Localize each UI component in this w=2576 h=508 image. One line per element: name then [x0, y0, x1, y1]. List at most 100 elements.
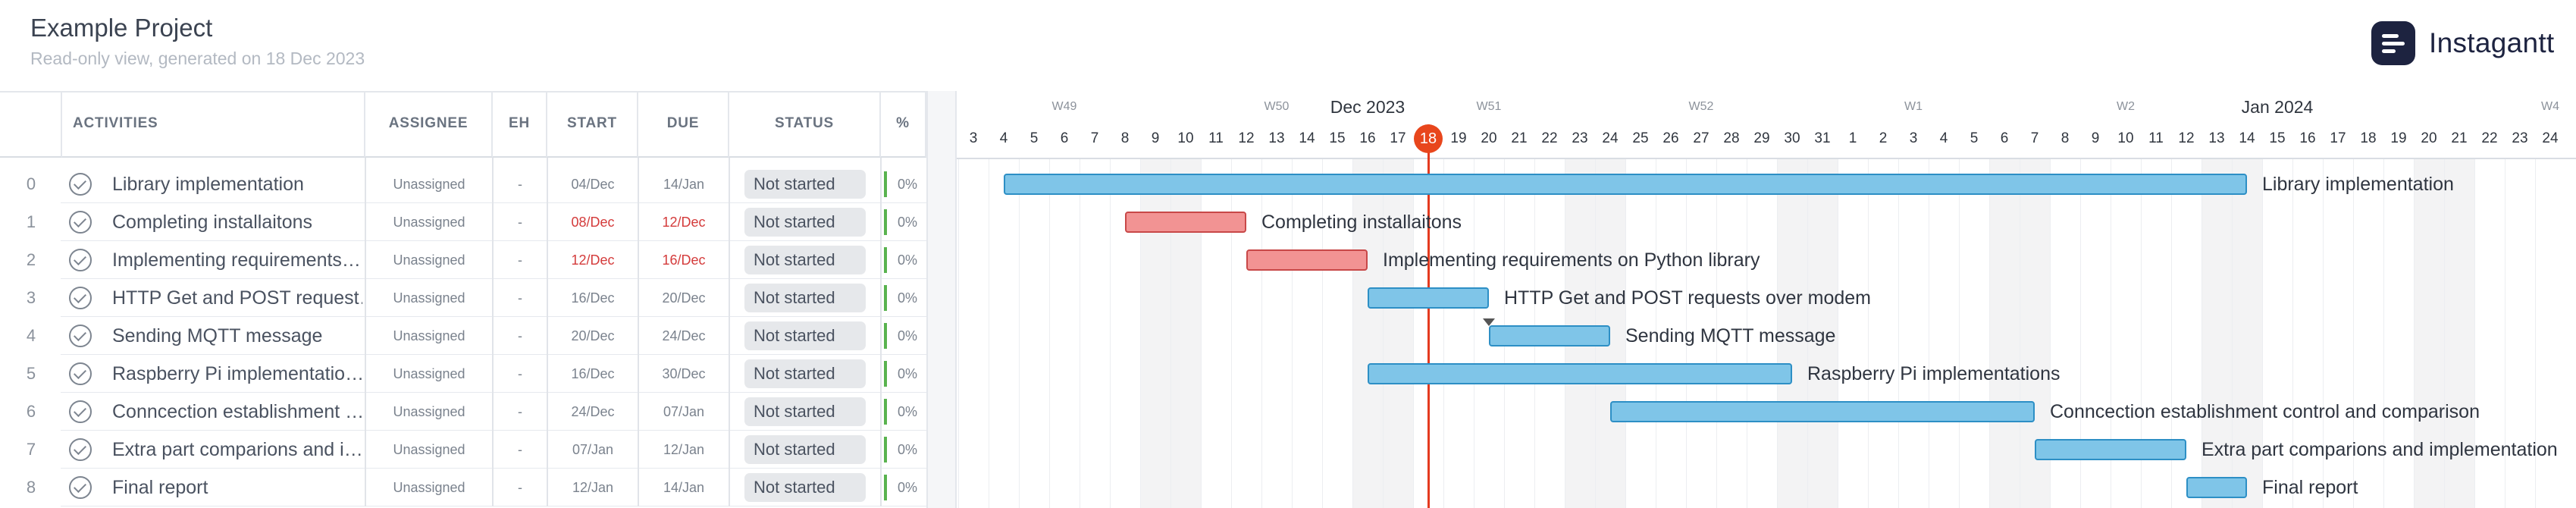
task-row[interactable]: 8 Final report Unassigned - 12/Jan 14/Ja… [0, 469, 926, 506]
task-bar[interactable] [1125, 212, 1246, 233]
task-assignee[interactable]: Unassigned [393, 176, 465, 192]
complete-check-icon[interactable] [65, 279, 96, 317]
task-status-cell[interactable]: Not started [729, 431, 881, 469]
task-start-date[interactable]: 12/Jan [572, 479, 614, 495]
column-header-eh[interactable]: EH [493, 91, 547, 158]
task-due-date[interactable]: 07/Jan [663, 403, 705, 419]
task-start-date[interactable]: 08/Dec [571, 214, 615, 230]
task-progress[interactable]: 0% [884, 241, 926, 279]
status-badge[interactable]: Not started [744, 246, 866, 274]
task-row[interactable]: 6 Conncection establishment … Unassigned… [0, 393, 926, 431]
task-status-cell[interactable]: Not started [729, 279, 881, 317]
task-bar[interactable] [1610, 401, 2035, 422]
task-assignee[interactable]: Unassigned [393, 290, 465, 306]
task-row[interactable]: 1 Completing installaitons Unassigned - … [0, 203, 926, 241]
task-bar[interactable] [1489, 325, 1610, 347]
task-start-date[interactable]: 16/Dec [571, 290, 615, 306]
task-name[interactable]: Sending MQTT message [112, 325, 323, 347]
task-name[interactable]: Library implementation [112, 173, 304, 195]
task-progress[interactable]: 0% [884, 165, 926, 203]
task-start-date[interactable]: 16/Dec [571, 365, 615, 381]
task-name[interactable]: Extra part comparions and i… [112, 438, 362, 460]
status-badge[interactable]: Not started [744, 208, 866, 237]
task-name[interactable]: Implementing requirements… [112, 249, 361, 271]
task-effort-hours[interactable]: - [518, 441, 522, 457]
task-bar[interactable] [1246, 249, 1368, 271]
task-status-cell[interactable]: Not started [729, 469, 881, 506]
task-row[interactable]: 3 HTTP Get and POST request… Unassigned … [0, 279, 926, 317]
task-name[interactable]: Raspberry Pi implementatio… [112, 362, 362, 384]
task-start-date[interactable]: 04/Dec [571, 176, 615, 192]
task-progress[interactable]: 0% [884, 393, 926, 431]
status-badge[interactable]: Not started [744, 284, 866, 312]
column-header-activities[interactable]: ACTIVITIES [62, 91, 365, 158]
task-effort-hours[interactable]: - [518, 252, 522, 268]
task-assignee[interactable]: Unassigned [393, 214, 465, 230]
task-start-date[interactable]: 20/Dec [571, 328, 615, 343]
task-row[interactable]: 2 Implementing requirements… Unassigned … [0, 241, 926, 279]
task-due-date[interactable]: 30/Dec [662, 365, 706, 381]
task-name[interactable]: Conncection establishment … [112, 400, 362, 422]
task-effort-hours[interactable]: - [518, 176, 522, 192]
column-header-start[interactable]: START [547, 91, 638, 158]
complete-check-icon[interactable] [65, 165, 96, 203]
task-due-date[interactable]: 12/Jan [663, 441, 705, 457]
complete-check-icon[interactable] [65, 469, 96, 506]
column-header-assignee[interactable]: ASSIGNEE [365, 91, 493, 158]
task-due-date[interactable]: 20/Dec [662, 290, 706, 306]
task-bar[interactable] [2035, 439, 2186, 460]
status-badge[interactable]: Not started [744, 321, 866, 350]
task-status-cell[interactable]: Not started [729, 203, 881, 241]
complete-check-icon[interactable] [65, 203, 96, 241]
pane-splitter[interactable] [926, 91, 957, 508]
task-assignee[interactable]: Unassigned [393, 441, 465, 457]
task-name[interactable]: Final report [112, 476, 208, 498]
task-progress[interactable]: 0% [884, 469, 926, 506]
task-status-cell[interactable]: Not started [729, 165, 881, 203]
task-progress[interactable]: 0% [884, 279, 926, 317]
task-row[interactable]: 5 Raspberry Pi implementatio… Unassigned… [0, 355, 926, 393]
task-bar[interactable] [1368, 363, 1792, 384]
task-due-date[interactable]: 24/Dec [662, 328, 706, 343]
task-name[interactable]: HTTP Get and POST request… [112, 287, 362, 309]
task-due-date[interactable]: 12/Dec [662, 214, 706, 230]
task-effort-hours[interactable]: - [518, 328, 522, 343]
task-effort-hours[interactable]: - [518, 214, 522, 230]
task-assignee[interactable]: Unassigned [393, 479, 465, 495]
task-effort-hours[interactable]: - [518, 290, 522, 306]
task-due-date[interactable]: 14/Jan [663, 176, 705, 192]
status-badge[interactable]: Not started [744, 397, 866, 426]
task-assignee[interactable]: Unassigned [393, 252, 465, 268]
brand-logo[interactable]: Instagantt [2371, 21, 2555, 65]
task-progress[interactable]: 0% [884, 317, 926, 355]
task-assignee[interactable]: Unassigned [393, 403, 465, 419]
task-start-date[interactable]: 07/Jan [572, 441, 614, 457]
task-start-date[interactable]: 24/Dec [571, 403, 615, 419]
task-effort-hours[interactable]: - [518, 403, 522, 419]
task-progress[interactable]: 0% [884, 203, 926, 241]
task-row[interactable]: 4 Sending MQTT message Unassigned - 20/D… [0, 317, 926, 355]
status-badge[interactable]: Not started [744, 435, 866, 464]
task-name[interactable]: Completing installaitons [112, 211, 313, 233]
complete-check-icon[interactable] [65, 355, 96, 393]
complete-check-icon[interactable] [65, 431, 96, 469]
task-effort-hours[interactable]: - [518, 479, 522, 495]
task-bar[interactable] [2186, 477, 2247, 498]
complete-check-icon[interactable] [65, 241, 96, 279]
status-badge[interactable]: Not started [744, 473, 866, 502]
task-bar[interactable] [1368, 287, 1489, 309]
task-status-cell[interactable]: Not started [729, 393, 881, 431]
status-badge[interactable]: Not started [744, 359, 866, 388]
column-header-percent[interactable]: % [881, 91, 926, 158]
task-assignee[interactable]: Unassigned [393, 328, 465, 343]
task-start-date[interactable]: 12/Dec [571, 252, 615, 268]
task-status-cell[interactable]: Not started [729, 355, 881, 393]
task-row[interactable]: 0 Library implementation Unassigned - 04… [0, 165, 926, 203]
task-assignee[interactable]: Unassigned [393, 365, 465, 381]
complete-check-icon[interactable] [65, 393, 96, 431]
task-progress[interactable]: 0% [884, 355, 926, 393]
task-due-date[interactable]: 16/Dec [662, 252, 706, 268]
task-row[interactable]: 7 Extra part comparions and i… Unassigne… [0, 431, 926, 469]
task-status-cell[interactable]: Not started [729, 317, 881, 355]
task-status-cell[interactable]: Not started [729, 241, 881, 279]
